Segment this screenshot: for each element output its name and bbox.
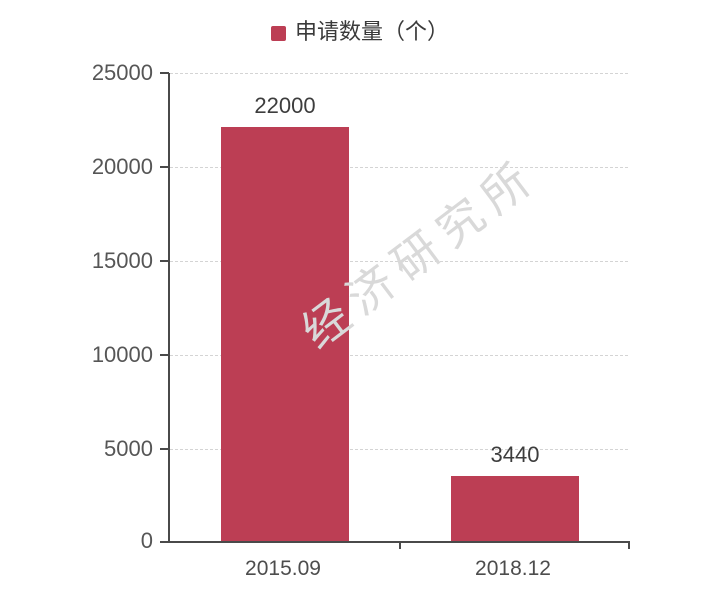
gridline-10000 (170, 355, 628, 356)
y-axis-label: 10000 (91, 342, 153, 367)
x-tick (399, 541, 401, 549)
y-axis-label: 15000 (91, 248, 153, 273)
x-axis-label-2015-09: 2015.09 (245, 557, 321, 580)
bar-2018-12 (451, 476, 579, 541)
plot-area: 25000 20000 15000 10000 5000 0 22000 344… (92, 61, 630, 553)
bar-group-2015-09: 22000 (170, 94, 400, 541)
gridline-15000 (170, 261, 628, 262)
y-tick (160, 166, 169, 168)
x-tick (628, 541, 630, 549)
y-axis-label: 5000 (104, 436, 153, 461)
gridline-25000 (170, 73, 628, 74)
y-tick (160, 72, 169, 74)
gridline-20000 (170, 167, 628, 168)
y-tick (160, 448, 169, 450)
bar-2015-09 (221, 127, 349, 541)
y-axis-label: 20000 (91, 154, 153, 179)
chart-legend: 申请数量（个） (0, 19, 720, 45)
y-tick (160, 541, 169, 543)
y-tick (160, 260, 169, 262)
bar-group-2018-12: 3440 (400, 443, 630, 541)
y-axis-label: 0 (140, 528, 153, 553)
legend-label: 申请数量（个） (294, 19, 449, 44)
bar-value-label: 22000 (254, 93, 316, 118)
bar-value-label: 3440 (490, 442, 540, 467)
legend-marker-icon (270, 26, 286, 41)
y-tick (160, 354, 169, 356)
gridline-5000 (170, 449, 628, 450)
y-axis-label: 25000 (91, 60, 153, 85)
x-axis-label-2018-12: 2018.12 (475, 557, 551, 580)
